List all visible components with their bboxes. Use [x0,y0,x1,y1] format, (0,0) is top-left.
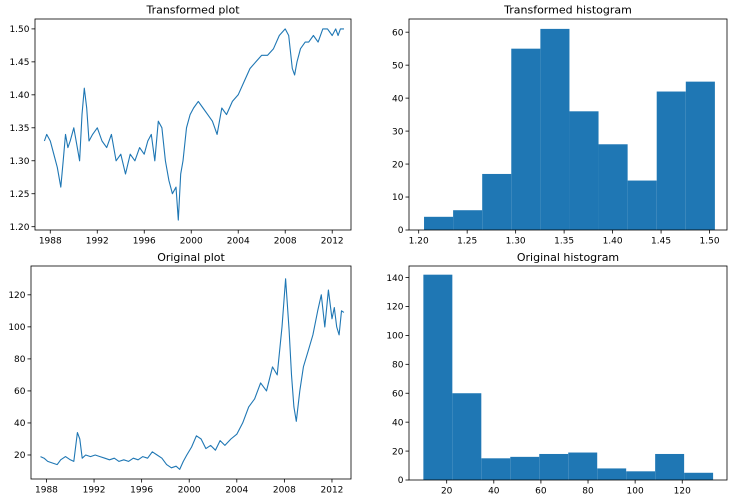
original-histogram-frame [408,265,728,481]
original-plot-ytick-label: 80 [14,355,26,365]
transformed-histogram-bar [569,111,599,230]
original-histogram-ytick-label: 100 [386,332,403,342]
transformed-histogram-ytick-label: 40 [392,94,404,104]
original-histogram-bar [481,458,511,480]
original-histogram-bar [539,453,569,480]
transformed-histogram-ytick-label: 30 [392,127,404,137]
original-histogram-bar [423,274,453,480]
original-histogram-ytick-label: 0 [398,476,404,486]
transformed-plot-series-line [43,28,344,221]
transformed-plot-xtick-label: 1992 [86,237,109,247]
transformed-plot-xtick-label: 2004 [227,237,250,247]
original-plot-xtick-label: 2008 [273,486,296,496]
original-histogram-xtick-label: 60 [535,487,547,497]
original-plot-series-line [40,278,345,470]
original-plot-xtick-label: 2004 [225,486,248,496]
original-histogram-ytick-label: 120 [386,303,403,313]
original-histogram-axes: 20 40 60 80 100 120 0 20 40 60 80 100 120 140 [386,274,691,497]
transformed-histogram-axes: 1.20 1.25 1.30 1.35 1.40 1.45 1.50 0 10 20 30 40 50 6… [392,28,720,246]
original-histogram-bar [510,456,540,480]
transformed-histogram-xtick-label: 1.25 [457,237,477,247]
original-histogram-ytick-label: 140 [386,274,403,284]
original-plot-xtick-label: 2012 [321,486,344,496]
original-plot-marks [40,278,345,470]
original-histogram-bar [684,472,714,480]
original-plot-xtick-label: 1992 [83,486,106,496]
transformed-plot-xtick-label: 2012 [321,237,344,247]
transformed-histogram-panel: Transformed histogram 1.20 1.25 1.30 1.35 1.… [392,4,728,247]
original-histogram-marks [423,274,714,480]
original-histogram-bar [597,468,627,480]
original-plot-title: Original plot [157,251,225,264]
original-plot-ytick-label: 120 [8,291,25,301]
transformed-histogram-xtick-label: 1.50 [700,237,720,247]
transformed-plot-xtick-label: 2008 [274,237,297,247]
transformed-histogram-xtick-label: 1.45 [651,237,671,247]
transformed-histogram-xtick-label: 1.35 [554,237,574,247]
transformed-histogram-ytick-label: 50 [392,61,404,71]
transformed-histogram-bar [656,91,686,230]
original-plot-panel: Original plot 1988 1992 1996 2000 2004 2008 20… [8,251,352,496]
original-histogram-xtick-label: 20 [441,487,453,497]
transformed-plot-xtick-label: 1988 [39,237,62,247]
transformed-plot-axes: 1988 1992 1996 2000 2004 2008 2012 1.20 1.25 1.30… [9,25,343,246]
transformed-plot-marks [43,28,344,221]
original-histogram-ytick-label: 60 [392,389,404,399]
transformed-plot-ytick-label: 1.50 [9,25,29,35]
original-histogram-title: Original histogram [517,251,619,264]
transformed-plot-panel: Transformed plot 1988 1992 1996 2000 2004 200… [9,4,352,247]
transformed-histogram-bar [540,28,570,230]
transformed-histogram-xtick-label: 1.30 [506,237,526,247]
transformed-plot-ytick-label: 1.30 [9,157,29,167]
transformed-histogram-bar [685,81,715,230]
original-histogram-ytick-label: 40 [392,418,404,428]
original-plot-ytick-label: 20 [14,451,26,461]
original-plot-xtick-label: 1996 [130,486,153,496]
original-plot-ytick-label: 60 [14,387,26,397]
original-plot-ytick-label: 100 [8,323,25,333]
transformed-plot-title: Transformed plot [145,4,240,17]
transformed-histogram-ytick-label: 0 [398,226,404,236]
transformed-histogram-ytick-label: 60 [392,28,404,38]
original-histogram-panel: Original histogram 20 40 60 80 100 120 0 20 40 60… [386,251,728,497]
transformed-plot-ytick-label: 1.40 [9,91,29,101]
transformed-histogram-frame [408,18,728,231]
original-plot-frame [30,265,352,480]
transformed-plot-xtick-label: 2000 [180,237,203,247]
original-histogram-ytick-label: 20 [392,447,404,457]
transformed-plot-frame [34,18,352,231]
original-histogram-bar [655,453,685,480]
transformed-histogram-bar [627,180,657,230]
transformed-plot-ytick-label: 1.45 [9,58,29,68]
transformed-plot-ytick-label: 1.35 [9,124,29,134]
transformed-histogram-bar [598,144,628,230]
transformed-histogram-bar [511,48,541,230]
transformed-plot-xtick-label: 1996 [133,237,156,247]
original-histogram-bar [568,452,598,480]
original-histogram-xtick-label: 40 [488,487,500,497]
original-histogram-xtick-label: 120 [674,487,691,497]
original-plot-xtick-label: 1988 [35,486,58,496]
original-histogram-xtick-label: 100 [627,487,644,497]
transformed-plot-ytick-label: 1.25 [9,190,29,200]
transformed-histogram-ytick-label: 10 [392,193,404,203]
original-histogram-xtick-label: 80 [582,487,594,497]
original-histogram-bar [452,393,482,480]
original-plot-ytick-label: 40 [14,419,26,429]
transformed-histogram-title: Transformed histogram [503,4,632,17]
transformed-histogram-xtick-label: 1.20 [409,237,429,247]
transformed-histogram-bar [453,210,483,230]
original-plot-xtick-label: 2000 [178,486,201,496]
transformed-plot-ytick-label: 1.20 [9,223,29,233]
transformed-histogram-xtick-label: 1.40 [603,237,623,247]
original-plot-axes: 1988 1992 1996 2000 2004 2008 2012 20 40 60 80 100 1… [8,291,343,495]
transformed-histogram-bar [482,173,512,230]
original-histogram-ytick-label: 80 [392,361,404,371]
original-histogram-bar [626,471,656,480]
transformed-histogram-ytick-label: 20 [392,160,404,170]
transformed-histogram-bar [424,216,454,230]
transformed-histogram-marks [424,28,715,230]
